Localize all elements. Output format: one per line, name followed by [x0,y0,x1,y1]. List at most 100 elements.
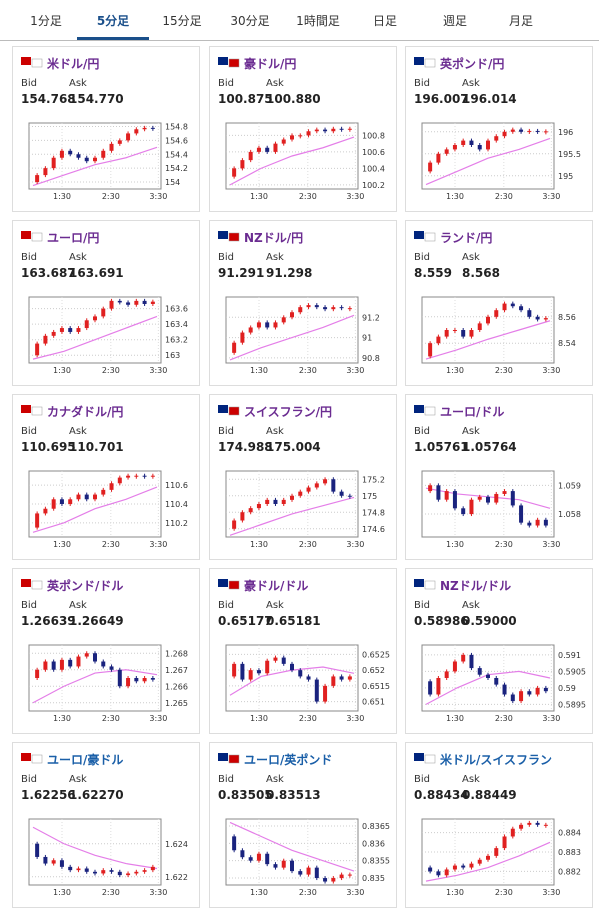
candle [35,343,40,356]
y-tick-label: 100.6 [362,148,385,157]
pair-name[interactable]: NZドル/円 [244,231,304,245]
pair-name[interactable]: 米ドル/円 [47,57,100,71]
candle [142,475,147,477]
tab[interactable]: 日足 [372,14,398,28]
candle [93,157,97,162]
candle [494,136,499,141]
bid-label: Bid [414,78,430,89]
y-tick-label: 174.8 [362,508,385,517]
pair-name[interactable]: カナダドル/円 [47,405,124,419]
flag-part [228,580,240,590]
candle [248,857,253,861]
candle [519,824,524,829]
tab[interactable]: 月足 [508,14,534,28]
candle [469,330,474,337]
candle [502,491,507,494]
tab[interactable]: 1時間足 [296,14,340,28]
y-tick-label: 0.591 [558,651,581,660]
rate-card: ユーロ/ドル Bid Ask 1.05761 1.05764 1.058 1.059 1:30… [405,394,593,560]
pair-name[interactable]: 豪ドル/円 [244,57,297,71]
y-tick-label: 175.2 [362,475,385,484]
candle [281,860,286,868]
y-tick-label: 8.54 [558,339,576,348]
candle [232,663,237,677]
candle [347,495,352,497]
plot-frame [28,818,162,886]
flag [414,579,436,590]
pair-name[interactable]: 豪ドル/ドル [244,579,309,593]
candle [84,653,89,657]
candle [339,491,344,496]
candle [298,670,303,677]
bid-label: Bid [414,252,430,263]
pair-name[interactable]: ユーロ/英ポンド [244,753,333,767]
pair-name[interactable]: ユーロ/ドル [440,405,505,419]
flag-part [21,579,31,587]
pair-name[interactable]: ユーロ/豪ドル [47,753,124,767]
y-tick-label: 163.6 [165,305,188,314]
candle [84,320,89,329]
moving-average [229,136,355,186]
flag [21,231,43,242]
candle [494,678,499,685]
ask-value: 175.004 [266,440,321,454]
y-tick-label: 110.2 [165,519,188,528]
pair-name[interactable]: 英ポンド/ドル [47,579,124,593]
candle [527,522,532,526]
tab[interactable]: 1分足 [30,14,62,28]
ask-value: 100.880 [266,92,321,106]
candle [35,843,40,857]
tab[interactable]: 30分足 [230,14,270,28]
flag-part [414,405,424,413]
candle [240,663,245,680]
flag-part [414,57,424,65]
y-tick-label: 100.4 [362,164,385,173]
candle [265,660,270,674]
flag [218,231,240,242]
candle [248,327,253,333]
x-tick-label: 3:30 [149,714,167,723]
candle [469,654,474,669]
candle [314,305,319,308]
pair-name[interactable]: NZドル/ドル [440,579,512,593]
candle [314,679,319,702]
candle [281,657,286,664]
flag-part [21,57,31,65]
y-tick-label: 1.624 [165,840,188,849]
tab[interactable]: 週足 [442,14,468,28]
bid-value: 0.88434 [414,788,469,802]
candle [494,848,499,856]
pair-name[interactable]: ユーロ/円 [47,231,100,245]
candle [248,151,253,161]
candle [543,824,548,826]
y-tick-label: 0.59 [558,684,576,693]
moving-average [32,146,158,187]
y-tick-label: 1.267 [165,666,188,675]
ask-label: Ask [266,78,284,89]
candle [256,504,261,509]
candle [256,147,261,152]
y-tick-label: 1.622 [165,873,188,882]
tab[interactable]: 15分足 [162,14,202,28]
pair-name[interactable]: ランド/円 [440,231,493,245]
x-tick-label: 3:30 [542,366,560,375]
mini-chart: 1.058 1.059 1:30 2:30 3:30 [421,470,581,549]
candle [101,661,106,667]
candle [436,871,441,876]
candle [290,495,294,500]
candle [339,128,344,130]
candle [477,668,482,675]
bid-value: 100.875 [218,92,273,106]
candle [76,154,81,158]
plot-frame [421,296,555,364]
plot-frame [28,296,162,364]
y-tick-label: 1.058 [558,510,581,519]
pair-name[interactable]: スイスフラン/円 [244,405,333,419]
pair-name[interactable]: 米ドル/スイスフラン [440,753,553,767]
x-tick-label: 1:30 [250,192,268,201]
flag-part [218,405,228,413]
pair-name[interactable]: 英ポンド/円 [440,57,505,71]
x-tick-label: 1:30 [446,888,464,897]
x-tick-label: 2:30 [299,888,317,897]
tab[interactable]: 5分足 [96,14,130,28]
